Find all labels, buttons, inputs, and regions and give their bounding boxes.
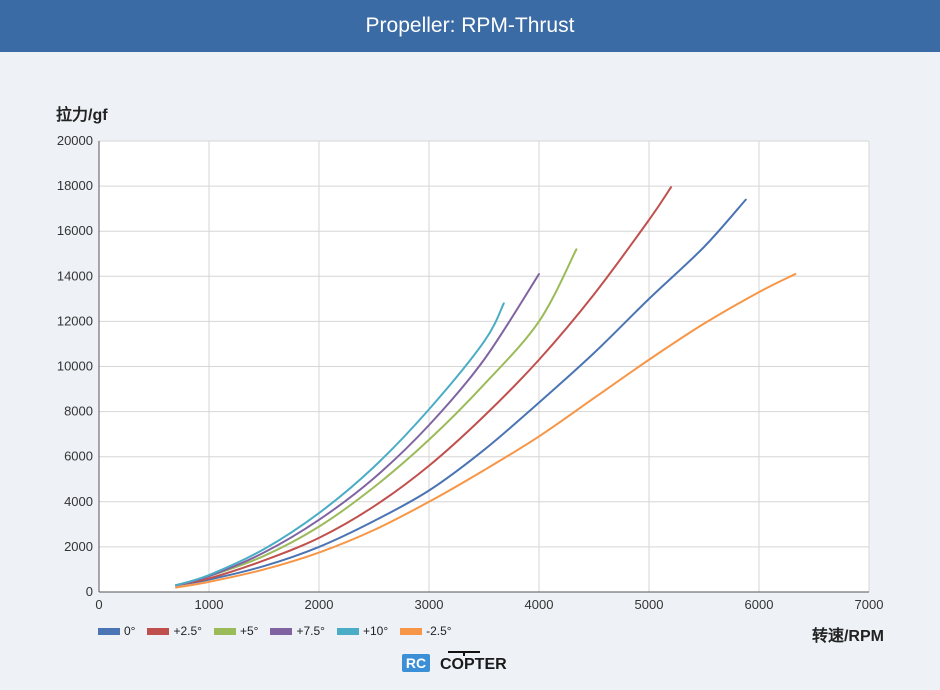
y-tick-label: 12000 [57, 313, 93, 328]
chart-axes [98, 141, 869, 593]
legend-swatch [147, 627, 170, 635]
legend-label: +7.5° [296, 624, 325, 638]
y-axis-label: 拉力/gf [56, 107, 108, 124]
x-tick-label: 7000 [855, 597, 884, 612]
legend-label: +10° [362, 624, 389, 638]
x-tick-label: 6000 [745, 597, 774, 612]
logo-text-rc: RC [406, 655, 426, 671]
legend-item-2: +5° [213, 624, 259, 638]
legend-item-5: -2.5° [400, 624, 452, 638]
series-line-5 [175, 273, 797, 589]
legend-swatch [213, 627, 236, 635]
legend-swatch [98, 627, 120, 635]
rc-copter-logo: RC COPTER [402, 651, 507, 673]
y-tick-label: 6000 [64, 449, 93, 464]
series-line-4 [175, 302, 505, 587]
chart-series-lines [175, 186, 797, 589]
logo-text-copter: COPTER [440, 656, 507, 673]
legend-swatch [400, 627, 423, 635]
x-tick-label: 2000 [305, 597, 334, 612]
x-axis-label: 转速/RPM [811, 628, 884, 645]
chart-grid [99, 140, 870, 592]
x-tick-label: 4000 [525, 597, 554, 612]
series-line-2 [175, 248, 578, 587]
chart-title: Propeller: RPM-Thrust [365, 14, 575, 37]
x-tick-label: 3000 [415, 597, 444, 612]
series-line-0 [175, 198, 747, 587]
legend-item-3: +7.5° [270, 624, 325, 638]
x-tick-label: 5000 [635, 597, 664, 612]
chart-tick-labels: 0 1000 2000 3000 4000 5000 6000 7000 0 2000 4000 60… [57, 133, 884, 612]
legend-label: -2.5° [426, 624, 452, 638]
y-tick-label: 10000 [57, 359, 93, 374]
legend-item-0: 0° [98, 624, 135, 638]
legend-label: 0° [124, 624, 136, 638]
legend-label: +2.5° [173, 624, 202, 638]
y-tick-label: 14000 [57, 268, 93, 283]
y-tick-label: 18000 [57, 178, 93, 193]
series-line-1 [175, 186, 672, 587]
legend-label: +5° [239, 624, 259, 638]
logo-rc-badge [402, 654, 430, 672]
legend-swatch [270, 627, 293, 635]
chart-legend: 0° +2.5° +5° +7.5° +10° -2.5° [98, 624, 452, 638]
y-tick-label: 4000 [64, 494, 93, 509]
x-tick-label: 1000 [195, 597, 224, 612]
y-tick-label: 0 [86, 584, 93, 599]
y-tick-label: 2000 [64, 539, 93, 554]
series-line-3 [175, 273, 540, 587]
legend-swatch [336, 627, 359, 635]
x-tick-label: 0 [95, 597, 102, 612]
legend-item-1: +2.5° [147, 624, 202, 638]
y-tick-label: 20000 [57, 133, 93, 148]
chart-header: Propeller: RPM-Thrust [0, 0, 940, 52]
y-tick-label: 16000 [57, 223, 93, 238]
y-tick-label: 8000 [64, 404, 93, 419]
legend-item-4: +10° [336, 624, 389, 638]
